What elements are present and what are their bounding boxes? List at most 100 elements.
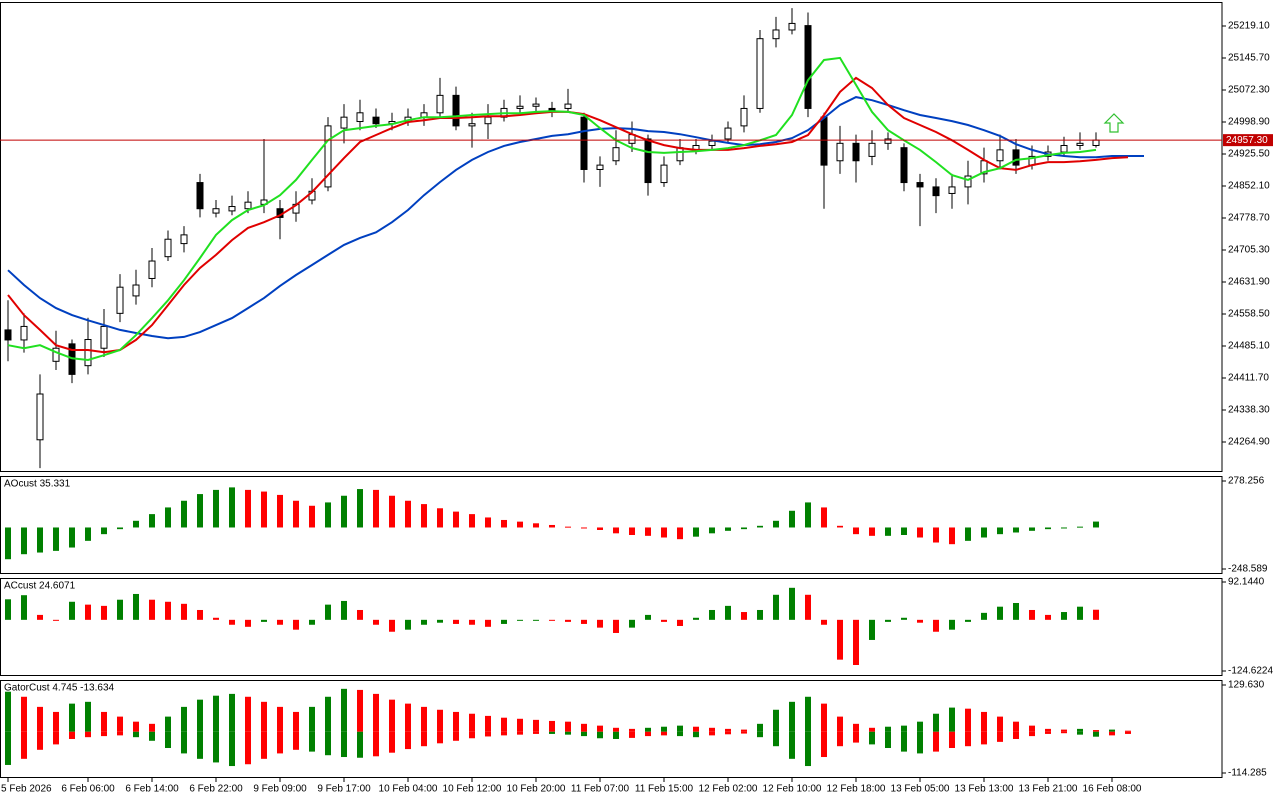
gator-bar: [53, 731, 59, 745]
histogram-bar: [981, 527, 987, 538]
candle-body: [244, 201, 252, 210]
y-tick-label: 92.1440: [1228, 577, 1265, 588]
panel-frame: [0, 578, 1223, 676]
candle-body: [660, 164, 668, 184]
histogram-bar: [901, 527, 907, 535]
histogram-bar: [933, 619, 939, 632]
candle-body: [676, 147, 684, 162]
y-tick-label: 24485.10: [1228, 341, 1270, 352]
gator-bar: [853, 731, 859, 743]
histogram-bar: [277, 619, 283, 625]
histogram-bar: [277, 494, 283, 528]
histogram-bar: [149, 514, 155, 528]
histogram-bar: [197, 609, 203, 620]
x-tick-label: 11 Feb 15:00: [635, 784, 694, 795]
candle-body: [948, 186, 956, 194]
histogram-bar: [453, 619, 459, 624]
gator-bar: [485, 731, 491, 737]
gator-bar: [69, 703, 75, 732]
indicator-title: ACcust 24.6071: [4, 581, 76, 592]
gator-bar: [725, 731, 731, 735]
y-tick-label: 24338.30: [1228, 405, 1270, 416]
histogram-bar: [1029, 609, 1035, 620]
histogram-bar: [821, 507, 827, 528]
indicator-title: GatorCust 4.745 -13.634: [4, 683, 115, 694]
histogram-bar: [405, 500, 411, 528]
y-tick-label: 25219.10: [1228, 21, 1270, 32]
gator-bar: [789, 701, 795, 732]
y-tick-label: 24705.30: [1228, 245, 1270, 256]
histogram-bar: [581, 527, 587, 529]
histogram-bar: [197, 494, 203, 528]
histogram-bar: [661, 527, 667, 538]
gator-bar: [741, 729, 747, 732]
candle-body: [852, 142, 860, 162]
candle-body: [372, 116, 380, 125]
gator-bar: [373, 693, 379, 732]
gator-bar: [469, 731, 475, 739]
gator-bar: [133, 721, 139, 732]
histogram-bar: [997, 527, 1003, 535]
histogram-bar: [469, 619, 475, 625]
histogram-bar: [629, 527, 635, 535]
histogram-bar: [949, 527, 955, 545]
histogram-bar: [149, 599, 155, 620]
gator-bar: [453, 731, 459, 741]
candle-body: [452, 94, 460, 127]
x-tick-label: 9 Feb 09:00: [253, 784, 307, 795]
candle-body: [52, 347, 60, 362]
histogram-bar: [613, 619, 619, 633]
gator-bar: [645, 727, 651, 732]
x-tick-label: 13 Feb 13:00: [955, 784, 1014, 795]
histogram-bar: [565, 619, 571, 622]
histogram-bar: [645, 527, 651, 536]
histogram-bar: [485, 517, 491, 528]
gator-bar: [581, 731, 587, 737]
histogram-bar: [533, 619, 539, 621]
histogram-bar: [741, 527, 747, 530]
y-tick-label: 24925.50: [1228, 149, 1270, 160]
gator-bar: [357, 689, 363, 732]
histogram-bar: [1029, 527, 1035, 531]
gator-bar: [37, 731, 43, 750]
gator-bar: [933, 731, 939, 752]
y-tick-label: 24558.50: [1228, 309, 1270, 320]
candle-body: [804, 25, 812, 109]
x-tick-label: 12 Feb 10:00: [763, 784, 822, 795]
gator-bar: [405, 703, 411, 732]
histogram-bar: [661, 619, 667, 622]
gator-bar: [293, 731, 299, 750]
gator-bar: [693, 731, 699, 738]
gator-bar: [149, 723, 155, 732]
gator-bar: [965, 731, 971, 747]
gator-bar: [101, 711, 107, 732]
candle-body: [324, 125, 332, 188]
histogram-bar: [917, 619, 923, 623]
candle-body: [4, 329, 12, 341]
gator-bar: [53, 711, 59, 732]
histogram-bar: [549, 524, 555, 528]
histogram-bar: [757, 525, 763, 528]
histogram-bar: [229, 487, 235, 528]
moving-average-line: [7, 56, 1097, 362]
gator-bar: [485, 715, 491, 732]
histogram-bar: [469, 514, 475, 528]
gator-bar: [117, 731, 123, 736]
gator-bar: [949, 707, 955, 732]
gator-bar: [997, 716, 1003, 732]
histogram-bar: [901, 617, 907, 620]
gator-bar: [1013, 731, 1019, 739]
gator-bar: [821, 731, 827, 758]
histogram-bar: [741, 612, 747, 620]
histogram-bar: [69, 527, 75, 548]
panel-frame: [0, 2, 1223, 472]
gator-bar: [933, 713, 939, 732]
y-tick-label: 24778.70: [1228, 213, 1270, 224]
histogram-bar: [5, 599, 11, 620]
gator-bar: [85, 701, 91, 732]
histogram-bar: [53, 527, 59, 551]
histogram-bar: [309, 505, 315, 528]
x-tick-label: 6 Feb 22:00: [189, 784, 243, 795]
candle-body: [212, 208, 220, 214]
